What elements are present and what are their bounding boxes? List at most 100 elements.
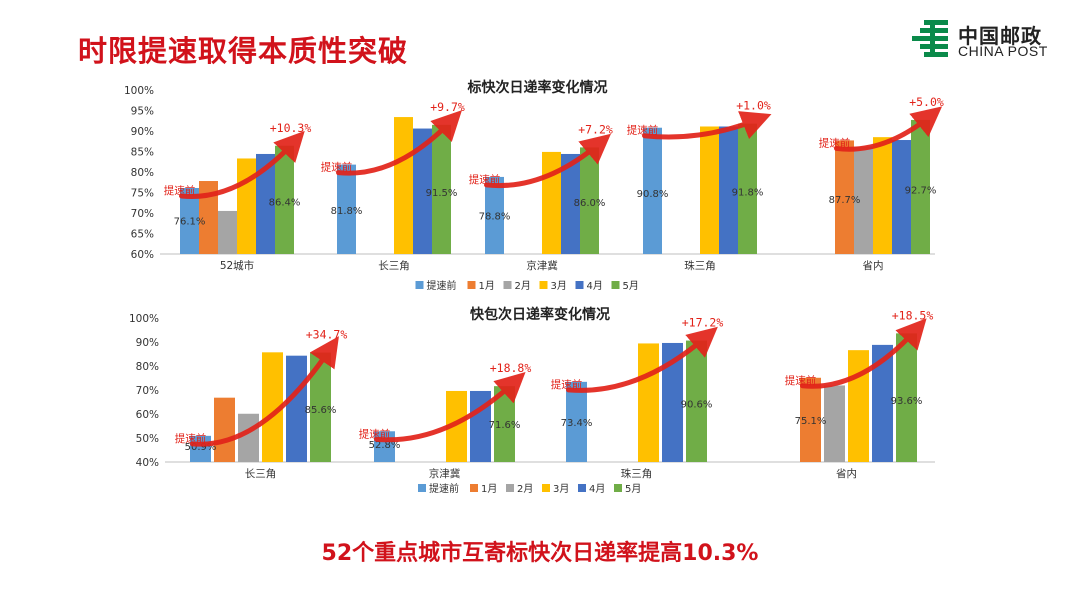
bar-6 [310,352,331,462]
x-category-label: 52城市 [220,259,254,272]
bar-4 [700,126,719,254]
legend-item-label: 2月 [515,280,531,292]
increase-label: +18.8% [490,361,532,375]
bar-2 [800,377,821,462]
data-label-baseline: 81.8% [331,206,363,217]
legend-item-label: 提速前 [427,279,457,292]
bar-5 [561,153,580,254]
china-post-emblem-icon [912,20,948,57]
bar-5 [892,140,911,254]
legend-swatch [575,281,584,289]
chart-title: 快包次日递率变化情况 [470,306,610,323]
data-label-may: 71.6% [489,420,521,431]
y-tick-label: 60% [131,249,154,261]
data-label-may: 90.6% [681,399,713,410]
increase-arrow [374,372,526,443]
conclusion-text: 52个重点城市互寄标快次日递率提高10.3% [321,541,759,566]
bar-1 [643,127,662,254]
bar-3 [824,385,845,462]
x-category-label: 京津冀 [429,467,461,480]
x-category-label: 长三角 [245,468,277,480]
legend-swatch [503,281,512,289]
bar-5 [413,128,432,254]
bar-6 [896,333,917,462]
increase-arrow [179,130,305,200]
y-tick-label: 95% [131,106,154,118]
legend-item-label: 4月 [587,280,603,292]
bar-6 [686,340,707,462]
logo-name-en: CHINA POST [958,43,1048,59]
y-tick-label: 85% [131,147,154,159]
y-tick-label: 75% [131,188,154,200]
baseline-tag: 提速前 [819,136,851,149]
bar-4 [542,151,561,254]
increase-arrow [642,111,772,140]
bar-5 [872,344,893,462]
y-tick-label: 90% [131,126,154,138]
bar-6 [494,386,515,462]
x-category-label: 京津冀 [526,259,558,272]
bar-3 [218,210,237,254]
baseline-tag: 提速前 [785,374,817,387]
baseline-tag: 提速前 [175,432,207,445]
baseline-tag: 提速前 [164,184,196,197]
data-label-may: 85.6% [305,405,337,416]
legend-item-label: 5月 [623,280,639,292]
data-label-may: 86.0% [574,198,606,209]
increase-arrow [190,336,339,447]
legend-swatch [614,484,622,492]
legend-swatch [539,281,548,289]
data-label-baseline: 78.8% [479,211,511,222]
data-label-baseline: 50.9% [185,442,217,453]
data-label-baseline: 90.8% [637,189,669,200]
bar-4 [237,158,256,254]
bar-2 [835,140,854,254]
x-category-label: 长三角 [378,260,410,272]
chart-title: 标快次日递率变化情况 [467,79,608,96]
logo-name-cn: 中国邮政 [958,24,1042,48]
y-tick-label: 50% [136,433,159,445]
bar-4 [446,390,467,462]
increase-label: +10.3% [270,121,312,135]
bar-5 [286,355,307,462]
chart-express-svg: 标快次日递率变化情况 60% 65% 70% 75% 80% 85% 90% 95% 100% 52… [124,79,944,292]
legend-swatch [467,281,476,289]
chart-express-next-day-rate: 标快次日递率变化情况 60% 65% 70% 75% 80% 85% 90% 95% 100% 52… [0,72,1080,304]
data-label-may: 86.4% [269,197,301,208]
legend-swatch [506,484,514,492]
bar-4 [873,137,892,254]
y-tick-label: 40% [136,457,159,469]
increase-label: +7.2% [578,122,613,136]
bar-5 [719,126,738,254]
y-tick-label: 100% [124,85,154,97]
data-label-may: 91.5% [426,188,458,199]
data-label-baseline: 75.1% [795,416,827,427]
bar-6 [738,123,757,254]
increase-label: +34.7% [306,328,348,342]
increase-arrow [336,110,462,176]
y-tick-label: 100% [129,313,159,325]
legend-item-label: 1月 [481,483,497,495]
x-category-label: 珠三角 [684,259,716,272]
bar-1 [337,164,356,254]
increase-label: +18.5% [892,308,934,322]
data-label-may: 93.6% [891,396,923,407]
increase-arrow [566,326,718,393]
data-label-baseline: 73.4% [561,418,593,429]
legend-item-label: 5月 [625,483,641,495]
y-tick-label: 70% [131,208,154,220]
bar-6 [275,145,294,254]
bar-5 [662,342,683,462]
legend-item-label: 1月 [479,280,495,292]
baseline-tag: 提速前 [551,378,583,391]
increase-arrow [484,133,611,189]
legend-item-label: 3月 [553,483,569,495]
bar-2 [214,397,235,462]
x-category-label: 省内 [863,259,884,272]
bar-1 [180,187,199,254]
bar-6 [911,119,930,255]
bar-3 [854,146,873,254]
data-label-may: 92.7% [905,186,937,197]
y-tick-label: 65% [131,229,154,241]
increase-label: +9.7% [430,100,465,114]
